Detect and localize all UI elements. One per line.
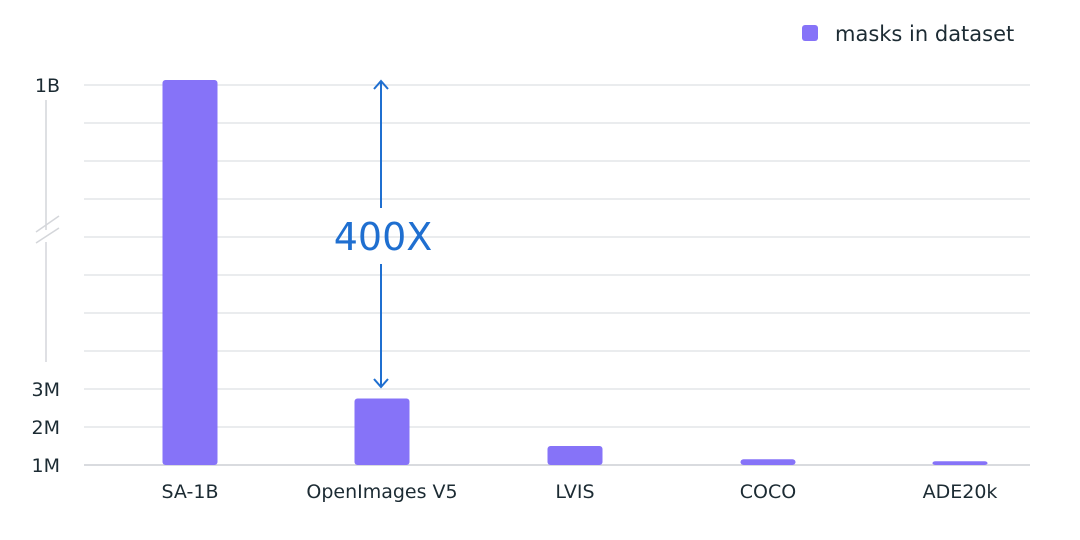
x-tick-label: SA-1B xyxy=(162,481,219,503)
y-axis xyxy=(35,100,60,362)
x-tick-label: COCO xyxy=(740,481,796,503)
bar-lvis xyxy=(547,446,603,465)
y-tick-labels: 1M 2M 3M 1B xyxy=(32,75,60,477)
y-axis-break-mark xyxy=(35,227,60,244)
legend-swatch xyxy=(802,25,818,41)
arrow-head-up-icon xyxy=(373,79,389,90)
annotation-400x: 400X xyxy=(334,79,433,389)
bar-sa-1b xyxy=(162,80,218,465)
bar-openimages-v5 xyxy=(354,398,410,465)
y-tick-label: 1B xyxy=(35,75,60,97)
bar-ade20k xyxy=(932,461,988,465)
gridlines xyxy=(84,84,1030,466)
x-tick-label: ADE20k xyxy=(923,481,998,503)
bar-coco xyxy=(740,459,796,465)
arrow-head-down-icon xyxy=(373,378,389,389)
y-tick-label: 1M xyxy=(32,455,60,477)
y-axis-break-mark xyxy=(35,215,60,233)
x-tick-label: LVIS xyxy=(555,481,594,503)
y-tick-label: 3M xyxy=(32,379,60,401)
bars xyxy=(162,80,988,465)
x-tick-label: OpenImages V5 xyxy=(306,481,457,503)
legend-label: masks in dataset xyxy=(835,22,1014,46)
annotation-label: 400X xyxy=(334,215,433,259)
y-tick-label: 2M xyxy=(32,417,60,439)
legend: masks in dataset xyxy=(802,22,1014,46)
x-tick-labels: SA-1B OpenImages V5 LVIS COCO ADE20k xyxy=(162,481,998,503)
